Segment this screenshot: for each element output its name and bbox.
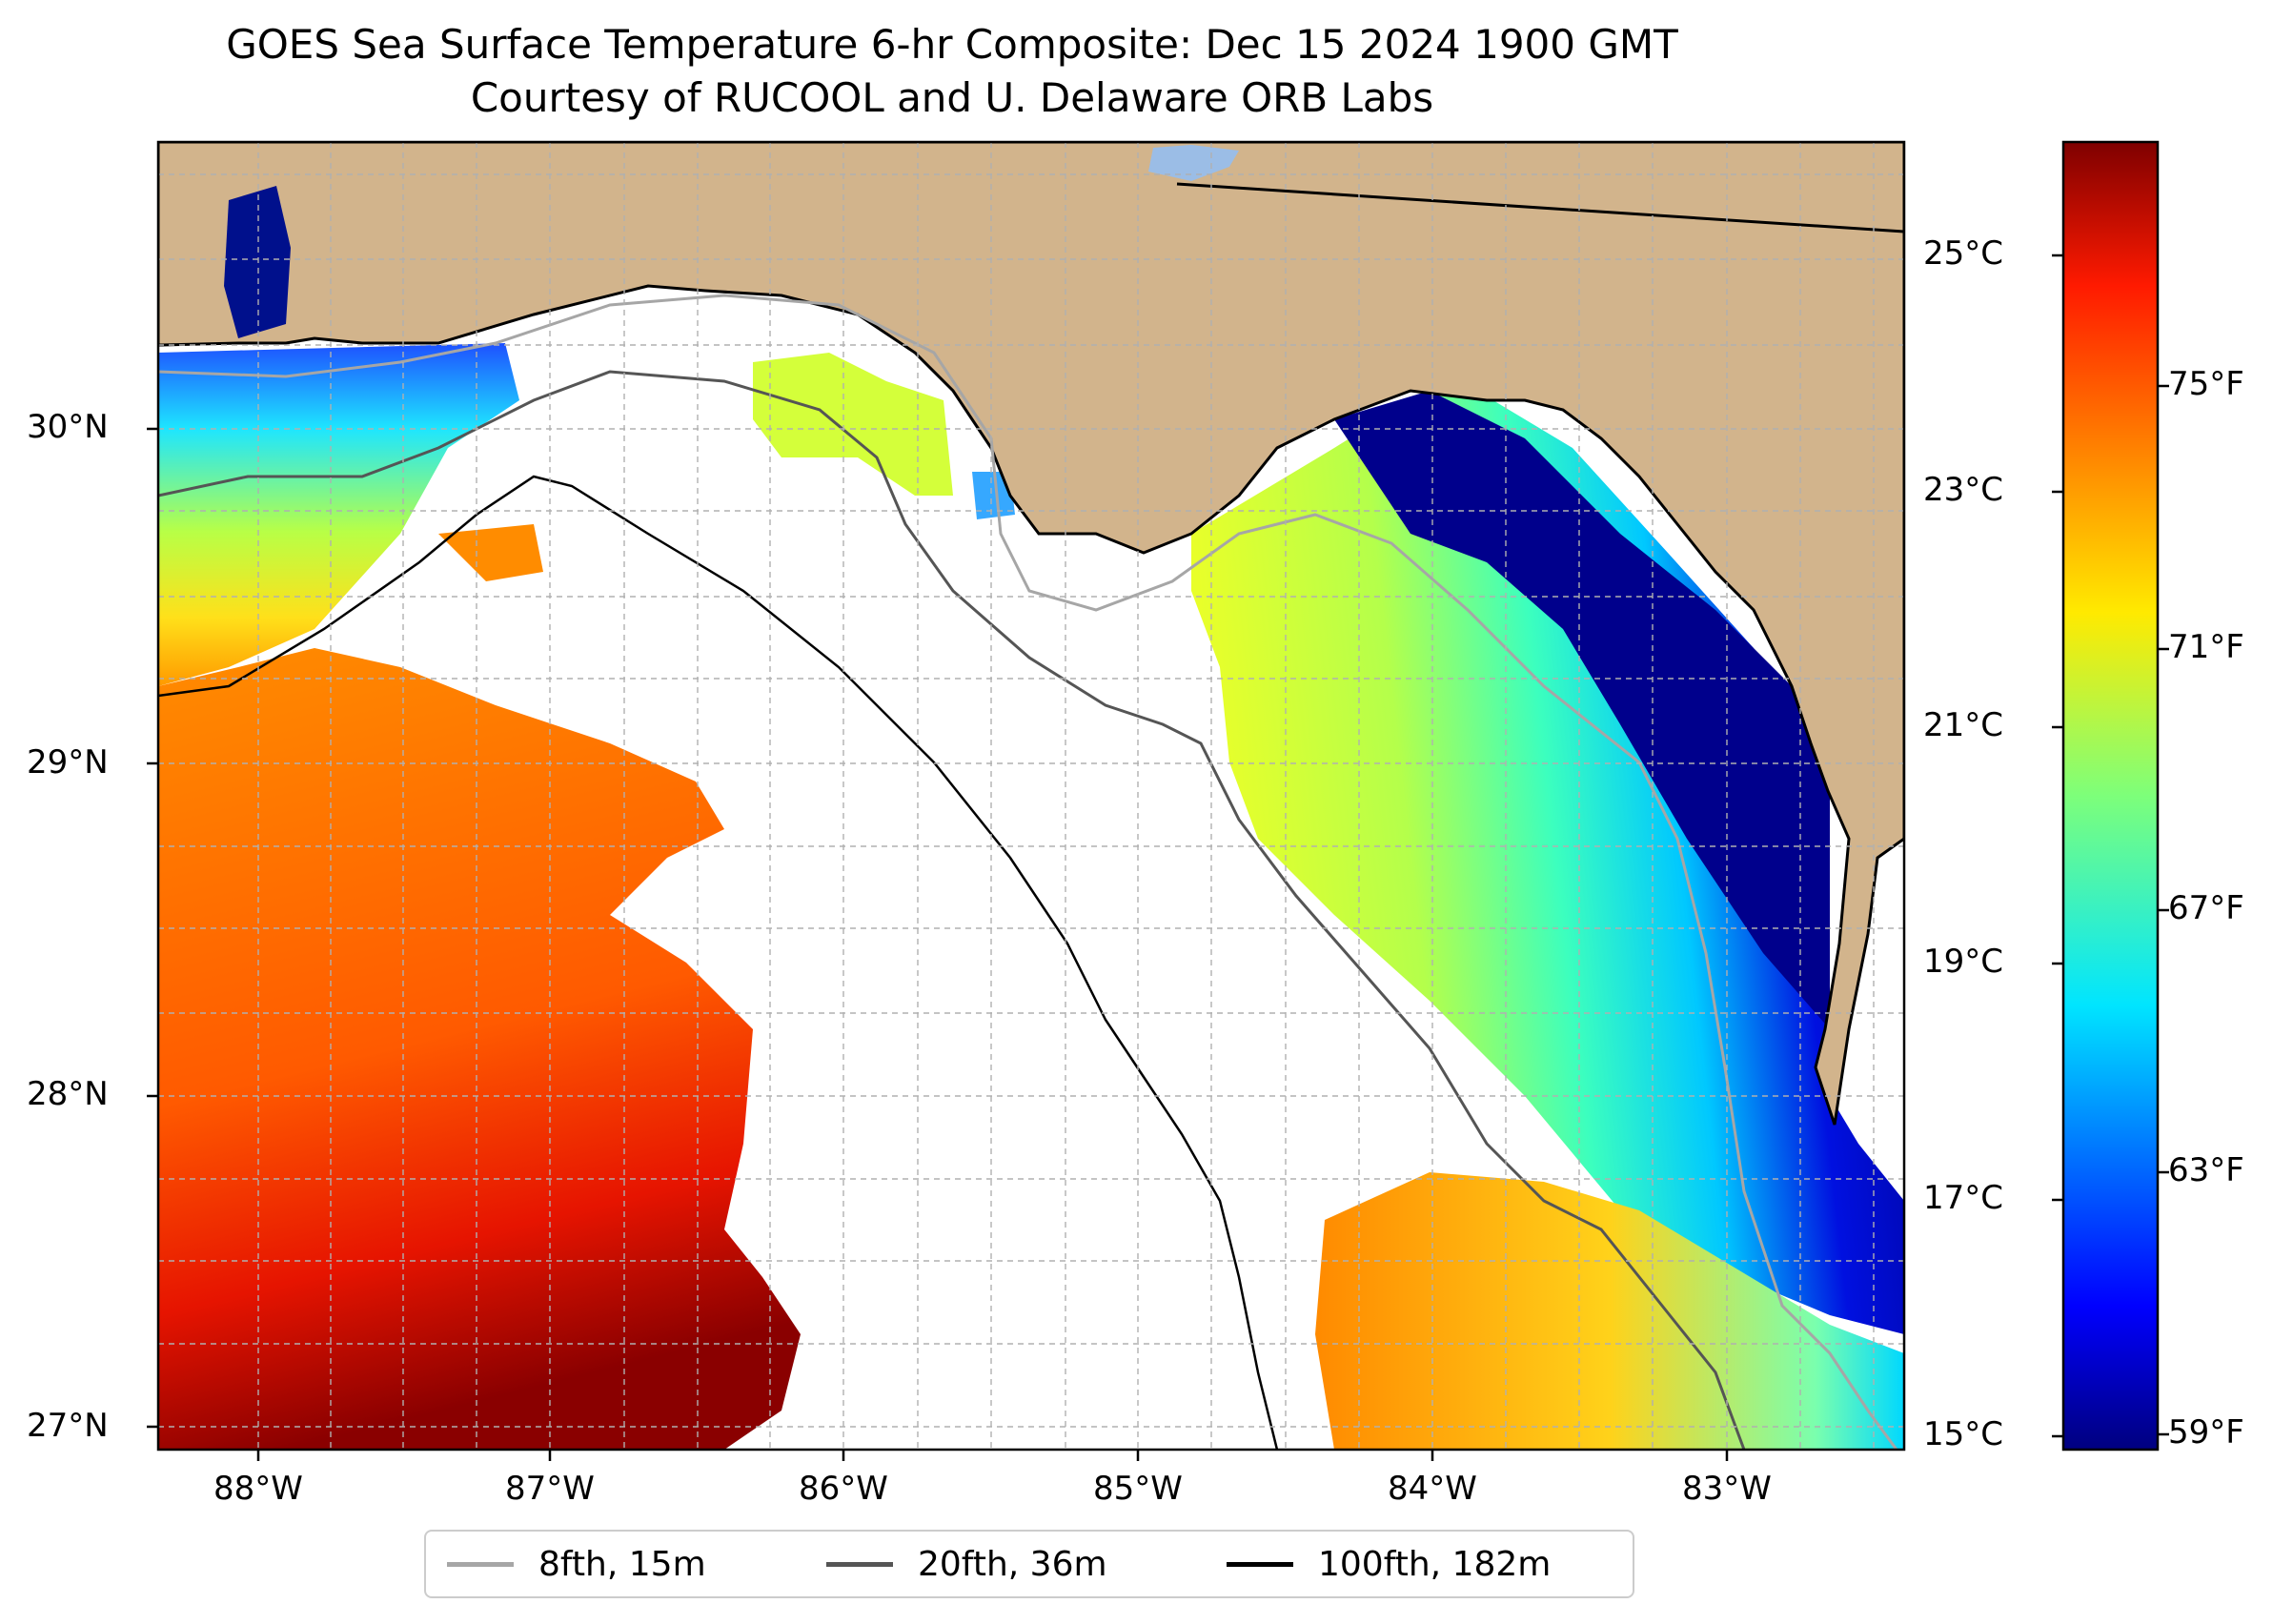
legend-label-100fth: 100fth, 182m <box>1318 1544 1552 1584</box>
gridlines <box>158 142 1904 1450</box>
lon-label-83w: 83°W <box>1682 1470 1772 1508</box>
colorbar-label-15c: 15°C <box>1923 1415 2004 1453</box>
legend-swatch-100fth <box>1227 1561 1293 1567</box>
legend-item-100fth: 100fth, 182m <box>1227 1532 1551 1596</box>
sst-data-west <box>158 343 801 1450</box>
colorbar-label-19c: 19°C <box>1923 943 2004 981</box>
sst-data-east <box>1191 391 1904 1450</box>
colorbar-label-67f: 67°F <box>2168 889 2244 927</box>
lat-label-29n: 29°N <box>27 743 109 782</box>
colorbar-ticks <box>2052 254 2169 1438</box>
lake <box>1148 145 1239 181</box>
legend-swatch-8fth <box>447 1561 514 1567</box>
legend: 8fth, 15m 20fth, 36m 100fth, 182m <box>424 1530 1634 1598</box>
legend-item-8fth: 8fth, 15m <box>447 1532 706 1596</box>
isobath-8fth <box>158 294 1898 1450</box>
legend-item-20fth: 20fth, 36m <box>826 1532 1107 1596</box>
chart-title: GOES Sea Surface Temperature 6-hr Compos… <box>226 21 1678 68</box>
colorbar <box>2061 140 2160 1451</box>
lat-label-28n: 28°N <box>27 1075 109 1113</box>
land-mass <box>158 142 1904 1126</box>
colorbar-label-63f: 63°F <box>2168 1151 2244 1189</box>
colorbar-label-17c: 17°C <box>1923 1179 2004 1217</box>
chart-subtitle: Courtesy of RUCOOL and U. Delaware ORB L… <box>470 74 1434 121</box>
state-border <box>1176 182 1904 233</box>
lat-label-30n: 30°N <box>27 408 109 446</box>
colorbar-label-25c: 25°C <box>1923 234 2004 273</box>
axis-ticks <box>147 427 1729 1461</box>
mobile-bay <box>224 186 291 338</box>
lat-label-27n: 27°N <box>27 1407 109 1445</box>
legend-swatch-20fth <box>826 1561 893 1567</box>
lon-label-88w: 88°W <box>213 1470 303 1508</box>
colorbar-label-75f: 75°F <box>2168 365 2244 403</box>
map-frame <box>156 140 1906 1451</box>
lon-label-87w: 87°W <box>505 1470 595 1508</box>
lon-label-84w: 84°W <box>1388 1470 1477 1508</box>
legend-label-8fth: 8fth, 15m <box>538 1544 706 1584</box>
lon-label-86w: 86°W <box>799 1470 888 1508</box>
colorbar-label-71f: 71°F <box>2168 628 2244 666</box>
colorbar-label-21c: 21°C <box>1923 706 2004 744</box>
lon-label-85w: 85°W <box>1093 1470 1183 1508</box>
isobath-100fth <box>158 475 1279 1450</box>
colorbar-label-23c: 23°C <box>1923 471 2004 509</box>
isobath-20fth <box>158 370 1746 1450</box>
legend-label-20fth: 20fth, 36m <box>918 1544 1107 1584</box>
colorbar-label-59f: 59°F <box>2168 1413 2244 1451</box>
